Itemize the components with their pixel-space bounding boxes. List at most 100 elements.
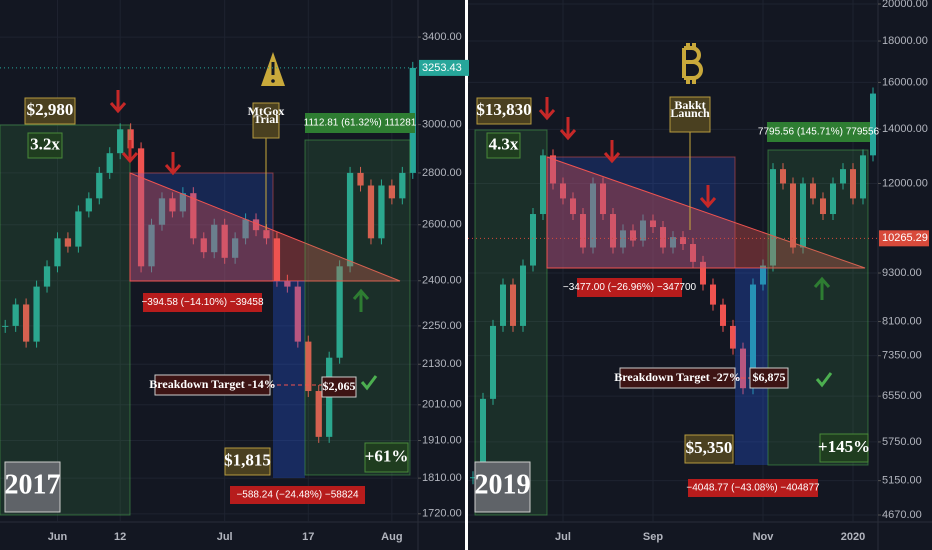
check-icon [815, 372, 833, 388]
candle [211, 224, 218, 253]
annotation: 4.3x [489, 134, 519, 153]
candle [336, 266, 343, 358]
candle [630, 230, 636, 241]
candle [106, 153, 113, 173]
candle [127, 129, 134, 149]
candle [367, 185, 375, 239]
range-box [546, 156, 736, 269]
candle [840, 169, 846, 184]
candle [117, 129, 124, 154]
x-tick-label: 12 [114, 531, 126, 543]
candle [760, 265, 766, 285]
range-box [474, 129, 548, 516]
y-tick-label: 2010.00 [422, 399, 462, 411]
candle [2, 325, 9, 327]
annotation-box [27, 132, 63, 159]
y-tick-label: 7350.00 [882, 350, 922, 362]
annotation: Breakdown Target -14% [149, 377, 275, 391]
y-tick-label: 18000.00 [882, 35, 928, 47]
annotation-box [749, 367, 789, 389]
y-tick-label: 12000.00 [882, 177, 928, 189]
candle [305, 341, 312, 392]
candle [570, 198, 576, 215]
candle [830, 183, 836, 215]
candle [43, 266, 51, 287]
candle [580, 214, 586, 248]
annotation: $6,875 [753, 370, 786, 384]
candle [500, 284, 506, 326]
price-label: 3253.43 [422, 62, 462, 74]
annotation-box [684, 434, 734, 464]
annotation: −3477.00 (−26.96%) −347700 [563, 282, 697, 293]
x-tick-label: 2020 [841, 531, 865, 543]
y-tick-label: 3000.00 [422, 119, 462, 131]
warning-icon [271, 79, 275, 83]
down-arrows [538, 97, 717, 209]
candle [530, 214, 536, 266]
range-box [130, 173, 273, 281]
candle [273, 238, 281, 281]
annotation-box [669, 96, 711, 133]
annotation-box [619, 367, 736, 389]
y-tick-label: 8100.00 [882, 315, 922, 327]
candle [610, 214, 616, 248]
candle [169, 198, 176, 212]
candle [480, 398, 486, 478]
candle [590, 183, 596, 248]
candle [520, 265, 526, 326]
candle [399, 172, 406, 199]
y-tick-label: 2250.00 [422, 320, 462, 332]
y-tick-label: 14000.00 [882, 123, 928, 135]
annotation: $2,065 [323, 379, 356, 393]
annotation: +145% [818, 437, 870, 456]
candle [470, 477, 476, 479]
candle [750, 284, 756, 389]
candle [388, 185, 396, 199]
candle [640, 220, 646, 241]
candle [346, 172, 354, 267]
candle [560, 183, 566, 199]
bitcoin-icon [682, 43, 703, 84]
annotation: 2017 [5, 469, 61, 500]
drawings [0, 43, 869, 516]
candle [860, 155, 866, 199]
y-tick-label: 9300.00 [882, 267, 922, 279]
candle [690, 244, 696, 262]
annotation-box [143, 293, 262, 312]
candle [64, 238, 72, 247]
candle [710, 284, 716, 305]
y-tick-label: 16000.00 [882, 76, 928, 88]
x-tick-label: Sep [643, 531, 663, 543]
candle [263, 230, 270, 239]
annotation: 2019 [475, 469, 531, 500]
range-box [273, 281, 305, 478]
candle [540, 155, 546, 215]
annotation: +61% [365, 446, 409, 465]
candle [357, 172, 364, 186]
y-tick-label: 2400.00 [422, 275, 462, 287]
candle [33, 286, 40, 342]
y-tick-label: 6550.00 [882, 390, 922, 402]
annotation-box [321, 376, 357, 398]
y-tick-label: 2800.00 [422, 167, 462, 179]
candle [550, 155, 556, 184]
triangle [546, 156, 866, 269]
candle [54, 238, 61, 267]
annotation-box [230, 486, 365, 504]
y-tick-label: 3400.00 [422, 31, 462, 43]
candle [137, 148, 145, 267]
candle [720, 304, 726, 326]
candle [700, 261, 706, 285]
annotation: 3.2x [30, 134, 60, 153]
annotation-box [819, 433, 869, 463]
range-box [0, 124, 131, 516]
annotation: −588.24 (−24.48%) −58824 [236, 490, 358, 501]
candle [252, 219, 260, 231]
annotation: 7795.56 (145.71%) 779556 [758, 127, 880, 138]
price-label-box [879, 230, 929, 247]
annotation: −4048.77 (−43.08%) −404877 [686, 483, 820, 494]
candle [22, 304, 30, 342]
candle [810, 183, 816, 199]
